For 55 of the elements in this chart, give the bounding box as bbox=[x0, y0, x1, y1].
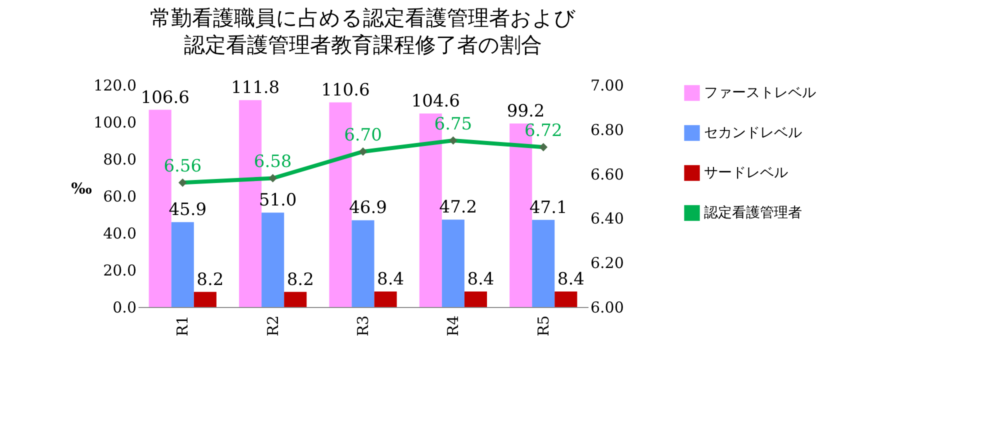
y-tick-label: 20.0 bbox=[103, 262, 136, 280]
bar bbox=[284, 292, 307, 307]
data-label: 6.70 bbox=[344, 126, 382, 146]
x-tick-label: R5 bbox=[534, 316, 552, 336]
y2-tick-label: 6.60 bbox=[590, 165, 624, 184]
x-tick-label: R2 bbox=[264, 316, 282, 336]
bar bbox=[374, 291, 397, 307]
bar bbox=[171, 222, 194, 307]
bar bbox=[352, 220, 374, 307]
bar bbox=[194, 292, 216, 307]
data-label: 6.56 bbox=[164, 156, 202, 177]
data-label: 8.4 bbox=[557, 269, 584, 290]
y2-tick-label: 6.40 bbox=[590, 210, 624, 228]
data-label: 99.2 bbox=[506, 101, 545, 122]
bar bbox=[262, 212, 284, 307]
y-tick-label: 100.0 bbox=[94, 114, 136, 132]
legend-label: セカンドレベル bbox=[704, 125, 802, 141]
data-label: 8.2 bbox=[196, 270, 224, 290]
x-tick-label: R1 bbox=[174, 316, 192, 336]
y2-tick-label: 6.00 bbox=[590, 298, 624, 316]
y-tick-label: 80.0 bbox=[103, 150, 136, 168]
data-label: 8.2 bbox=[286, 270, 314, 290]
y-tick-label: 60.0 bbox=[103, 188, 136, 206]
chart-subtitle: 認定看護管理者教育課程修了者の割合 bbox=[184, 33, 542, 57]
data-label: 47.1 bbox=[529, 198, 568, 218]
y-tick-label: 120.0 bbox=[94, 76, 136, 94]
data-label: 110.6 bbox=[321, 80, 370, 100]
y2-tick-label: 6.80 bbox=[590, 120, 624, 139]
data-label: 46.9 bbox=[349, 198, 387, 218]
data-label: 45.9 bbox=[168, 200, 207, 220]
x-tick-label: R4 bbox=[444, 316, 462, 336]
y-tick-label: 40.0 bbox=[103, 224, 136, 242]
data-label: 111.8 bbox=[230, 78, 280, 98]
data-label: 8.4 bbox=[377, 269, 404, 290]
chart-title: 常勤看護職員に占める認定看護管理者および bbox=[150, 6, 576, 30]
data-label: 47.2 bbox=[439, 198, 478, 218]
y-tick-label: 0.0 bbox=[112, 298, 136, 316]
bar bbox=[464, 291, 487, 307]
data-label: 8.4 bbox=[467, 269, 494, 290]
y-axis-title: ‰ bbox=[71, 180, 92, 198]
x-tick-label: R3 bbox=[354, 316, 372, 336]
data-label: 106.6 bbox=[140, 88, 190, 108]
bar bbox=[532, 220, 555, 307]
data-label: 104.6 bbox=[411, 91, 460, 112]
legend-label: 認定看護管理者 bbox=[704, 205, 802, 221]
y2-tick-label: 6.20 bbox=[590, 254, 624, 272]
y2-tick-label: 7.00 bbox=[590, 76, 624, 94]
bar bbox=[442, 220, 464, 307]
bar bbox=[554, 291, 578, 307]
data-label: 6.75 bbox=[434, 114, 472, 134]
legend-label: サードレベル bbox=[704, 165, 788, 181]
data-label: 6.58 bbox=[254, 152, 292, 172]
data-label: 51.0 bbox=[258, 190, 297, 211]
legend-label: ファーストレベル bbox=[704, 85, 816, 101]
data-label: 6.72 bbox=[524, 121, 562, 142]
